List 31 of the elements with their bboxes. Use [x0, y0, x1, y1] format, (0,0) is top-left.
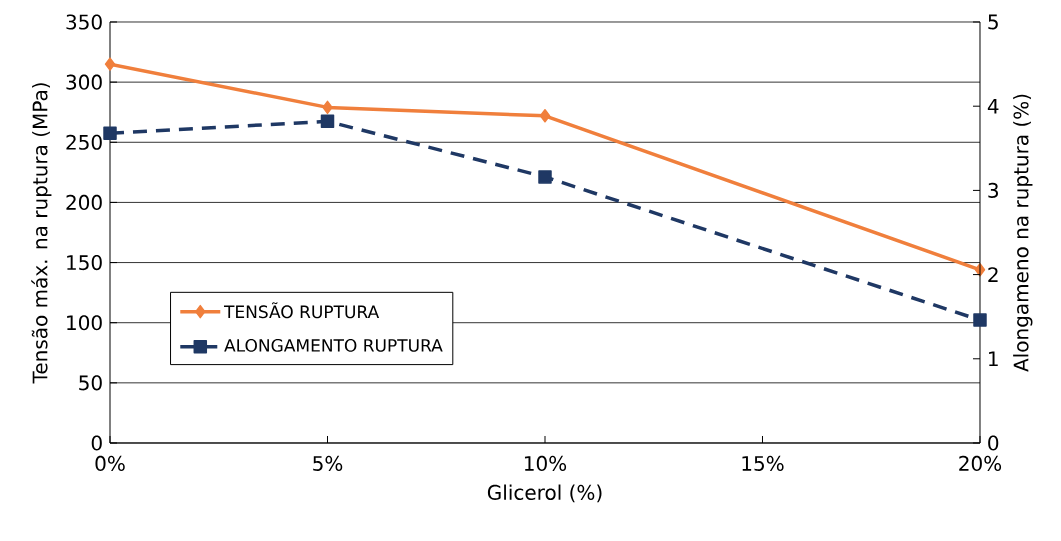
y-tick-label: 250: [66, 134, 102, 150]
y2-tick-label: 4: [987, 98, 999, 114]
y2-tick-label: 5: [988, 14, 998, 30]
y-tick-label: 100: [67, 315, 102, 331]
point: [322, 100, 333, 115]
point: [104, 57, 116, 71]
point: [103, 126, 117, 140]
point: [973, 313, 987, 327]
x-tick-label: 5%: [313, 455, 343, 471]
point: [320, 114, 335, 129]
x-axis-title: Glicerol (%): [487, 484, 602, 503]
y2-tick-label: 2: [988, 267, 998, 283]
y2-tick-label: 3: [988, 182, 998, 198]
x-tick-label: 0%: [95, 455, 125, 471]
legend-label: TENSÃO RUPTURA: [223, 302, 380, 319]
legend-label: ALONGAMENTO RUPTURA: [224, 338, 443, 352]
y2-axis-title: Alongameno na ruptura (%): [1013, 94, 1033, 372]
x-tick-label: 10%: [524, 455, 567, 471]
y-tick-label: 200: [66, 194, 102, 210]
y-tick-label: 150: [67, 255, 102, 271]
x-tick-label: 15%: [742, 455, 784, 471]
point: [538, 170, 552, 184]
y-tick-label: 50: [79, 375, 102, 391]
point: [539, 109, 551, 123]
y-tick-label: 300: [66, 74, 102, 90]
y-tick-label: 0: [91, 435, 102, 451]
y-tick-label: 350: [66, 14, 102, 30]
x-tick-label: 20%: [959, 455, 1002, 471]
y2-tick-label: 1: [989, 351, 998, 367]
y2-tick-label: 0: [988, 435, 999, 451]
y-axis-title: Tensão máx. na ruptura (MPa): [31, 83, 52, 384]
